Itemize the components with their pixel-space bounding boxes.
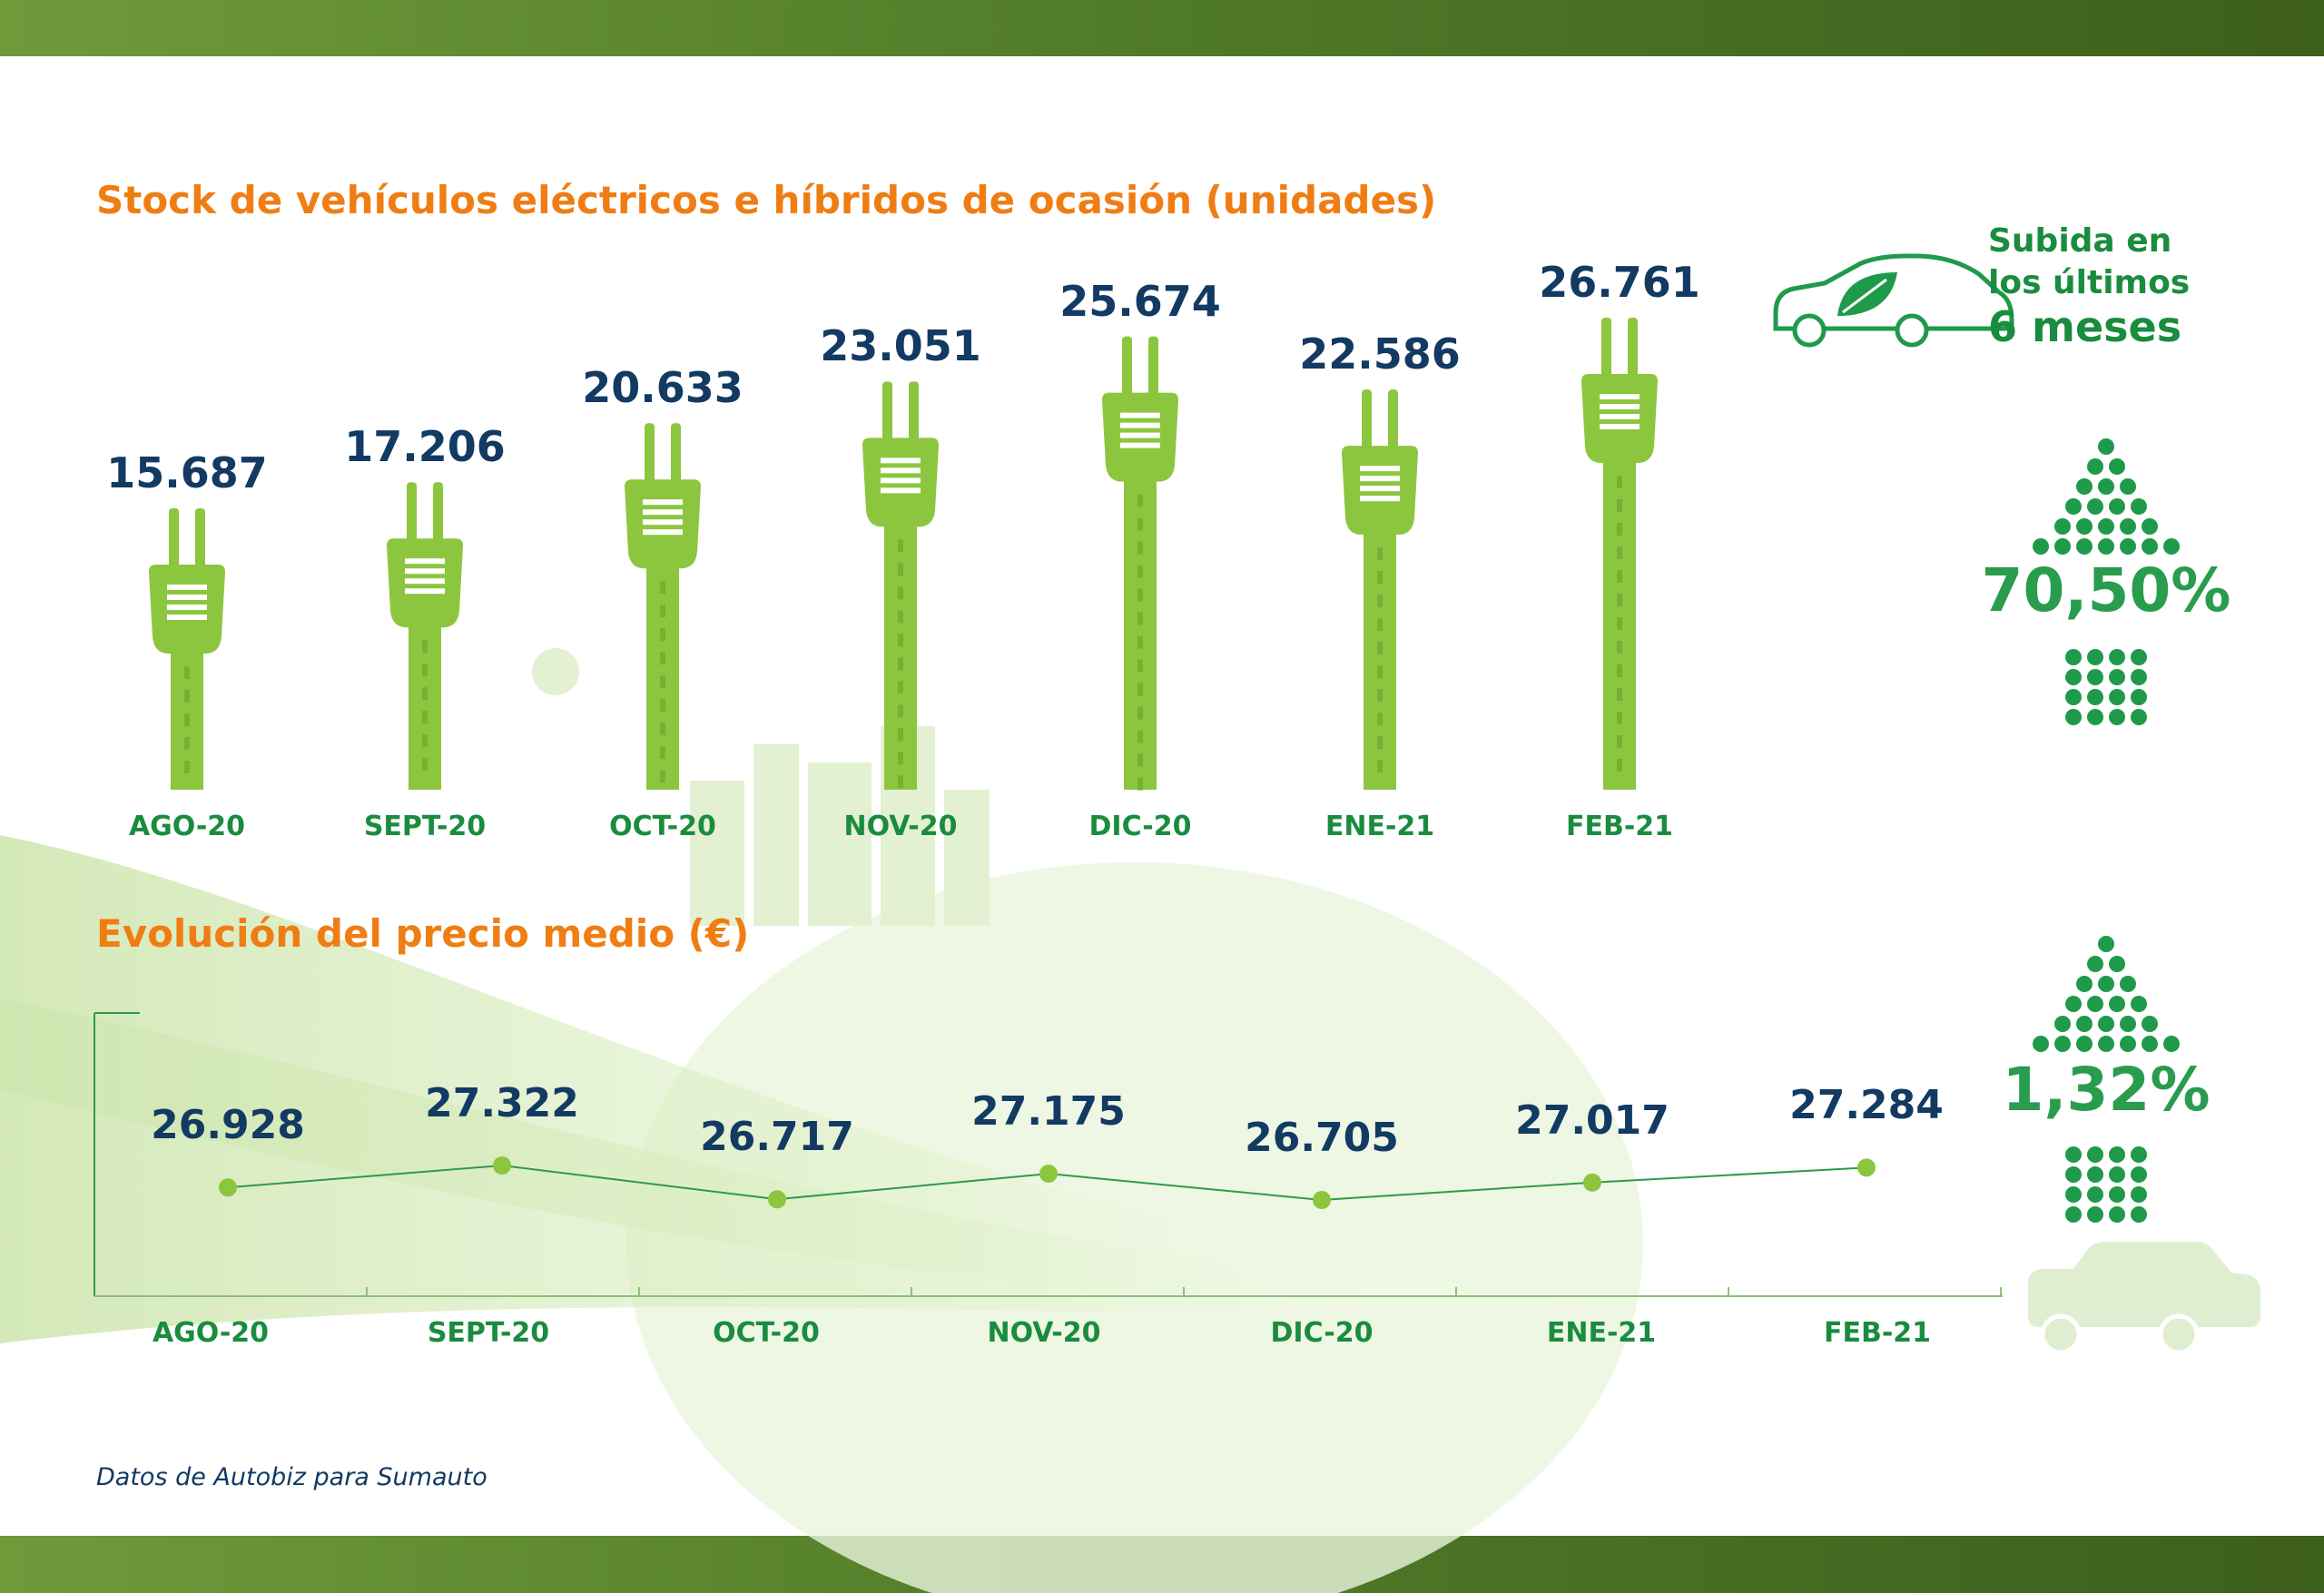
bar-month-label: DIC-20 (1088, 811, 1192, 842)
price-value-label: 26.928 (151, 1102, 305, 1149)
bar-value-label: 22.586 (1299, 329, 1461, 379)
price-value-label: 26.705 (1245, 1115, 1399, 1161)
plug-bar-feb-21 (1581, 318, 1658, 790)
bar-value-label: 25.674 (1059, 276, 1221, 326)
price-month-label: SEPT-20 (427, 1317, 550, 1349)
eco-car-leaf-icon (1773, 253, 2014, 348)
price-month-label: OCT-20 (713, 1317, 820, 1349)
bar-value-label: 20.633 (582, 363, 743, 413)
plug-bar-ene-21 (1342, 389, 1418, 790)
side-caption-line2: los últimos (1988, 264, 2191, 301)
bar-value-label: 15.687 (106, 448, 268, 497)
plug-bar-nov-20 (862, 381, 939, 790)
price-value-label: 27.017 (1515, 1096, 1669, 1144)
top-banner (0, 0, 2324, 56)
price-month-label: DIC-20 (1270, 1317, 1374, 1349)
stock-increase-percent: 70,50% (1981, 556, 2231, 625)
source-note: Datos de Autobiz para Sumauto (96, 1463, 487, 1491)
price-increase-percent: 1,32% (2002, 1055, 2211, 1125)
side-caption-line3: 6 meses (1988, 302, 2182, 351)
price-point-dic-20 (1313, 1191, 1331, 1209)
price-point-feb-21 (1857, 1158, 1876, 1177)
side-caption: Subida en los últimos 6 meses (1988, 221, 2190, 349)
price-value-label: 27.284 (1789, 1082, 1944, 1129)
price-value-label: 27.322 (425, 1080, 579, 1126)
car-silhouette-icon (2028, 1242, 2260, 1355)
price-month-label: ENE-21 (1546, 1317, 1657, 1349)
bar-value-label: 23.051 (820, 321, 981, 371)
up-arrow-dots-icon (2033, 936, 2180, 1223)
price-point-oct-20 (768, 1190, 786, 1209)
up-arrow-dots-icon (2033, 438, 2180, 725)
price-value-label: 26.717 (700, 1114, 854, 1161)
price-chart-title: Evolución del precio medio (€) (96, 911, 750, 956)
bar-month-label: ENE-21 (1324, 811, 1435, 842)
plug-bar-oct-20 (625, 423, 701, 790)
bar-month-label: OCT-20 (609, 811, 716, 842)
price-value-label: 27.175 (971, 1088, 1126, 1136)
bar-month-label: FEB-21 (1565, 811, 1674, 842)
stock-chart-title: Stock de vehículos eléctricos e híbridos… (96, 178, 1437, 222)
bar-value-label: 17.206 (344, 422, 506, 472)
price-month-label: NOV-20 (987, 1317, 1101, 1349)
plug-bar-sept-20 (387, 482, 463, 790)
price-point-ene-21 (1583, 1173, 1601, 1192)
bar-month-label: NOV-20 (843, 811, 958, 842)
price-point-nov-20 (1039, 1165, 1058, 1184)
price-month-label: FEB-21 (1823, 1317, 1932, 1349)
plug-bar-dic-20 (1102, 336, 1178, 791)
plug-bars (149, 318, 1658, 791)
green-swoosh (0, 835, 1543, 1325)
bar-month-label: SEPT-20 (363, 811, 487, 842)
price-point-sept-20 (493, 1156, 511, 1175)
price-point-ago-20 (219, 1178, 237, 1197)
sun-icon (532, 648, 579, 695)
bar-value-label: 26.761 (1539, 258, 1700, 307)
price-line (219, 1156, 1876, 1209)
green-swoosh-2 (0, 998, 1634, 1343)
bar-month-label: AGO-20 (128, 811, 246, 842)
price-axis (94, 1012, 2003, 1297)
side-caption-line1: Subida en (1988, 222, 2172, 260)
plug-bar-ago-20 (149, 508, 225, 790)
price-month-label: AGO-20 (152, 1317, 270, 1349)
